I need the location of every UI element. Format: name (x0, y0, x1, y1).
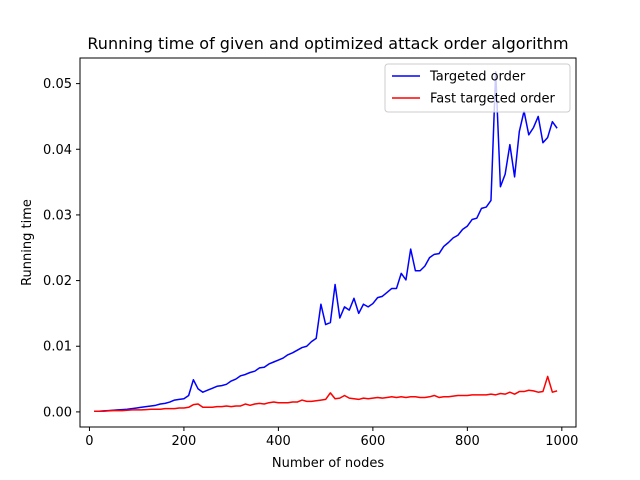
series-line-fast-targeted-order (94, 375, 558, 412)
y-tick-label: 0.04 (43, 143, 72, 158)
y-tick-label: 0.02 (43, 274, 72, 289)
y-tick-label: 0.03 (43, 208, 72, 223)
x-axis-label: Number of nodes (272, 456, 384, 471)
x-tick-label: 400 (266, 434, 291, 449)
y-axis: 0.00 0.01 0.02 0.03 0.04 0.05 (43, 77, 80, 420)
legend-label-targeted-order: Targeted order (429, 70, 526, 85)
x-tick-label: 800 (455, 434, 480, 449)
y-tick-label: 0.01 (43, 340, 72, 355)
y-tick-label: 0.05 (43, 77, 72, 92)
legend-box (384, 63, 571, 113)
chart-title: Running time of given and optimized atta… (87, 34, 568, 53)
x-tick-label: 200 (172, 434, 197, 449)
series-line-targeted-order (94, 71, 558, 412)
x-tick-label: 600 (360, 434, 385, 449)
legend-label-fast-targeted-order: Fast targeted order (430, 92, 555, 107)
plot-frame (79, 57, 577, 428)
legend: Targeted order Fast targeted order (384, 63, 571, 113)
x-tick-label: 0 (85, 434, 93, 449)
plot-lines (94, 71, 558, 412)
x-tick-label: 1000 (545, 434, 578, 449)
y-axis-label: Running time (20, 199, 35, 286)
x-axis: 0 200 400 600 800 1000 (85, 427, 578, 449)
y-tick-label: 0.00 (43, 405, 72, 420)
